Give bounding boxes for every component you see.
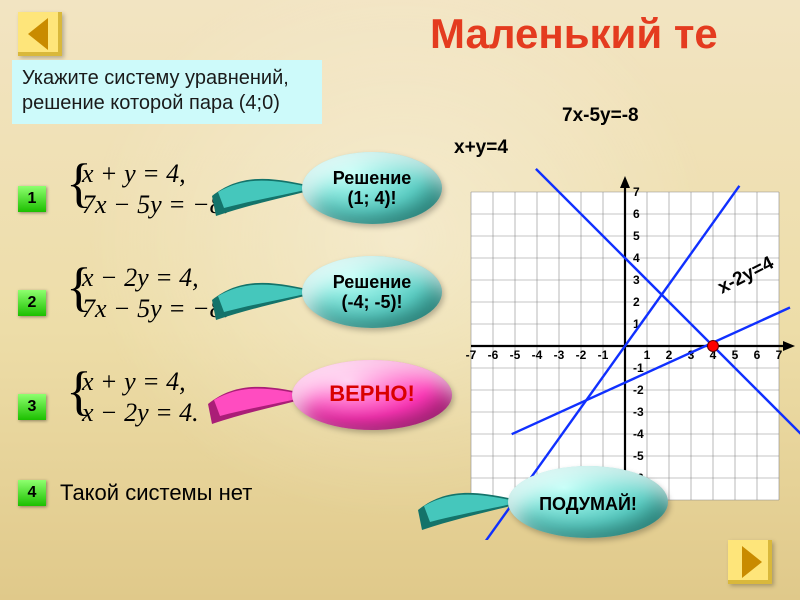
svg-text:2: 2 bbox=[633, 295, 640, 309]
answer-button-2[interactable]: 2 bbox=[18, 290, 46, 316]
svg-text:3: 3 bbox=[633, 273, 640, 287]
eq: x + y = 4, bbox=[82, 158, 229, 189]
svg-text:-7: -7 bbox=[466, 348, 477, 362]
bubble-text: ПОДУМАЙ! bbox=[539, 494, 637, 514]
feedback-bubble-1: Решение (1; 4)! bbox=[212, 152, 442, 232]
answer-button-1[interactable]: 1 bbox=[18, 186, 46, 212]
answer-btn-label: 1 bbox=[28, 190, 37, 207]
svg-text:-3: -3 bbox=[554, 348, 565, 362]
svg-text:-5: -5 bbox=[510, 348, 521, 362]
bubble-text: (1; 4)! bbox=[348, 188, 397, 208]
eq: 7x − 5y = −8. bbox=[82, 293, 229, 324]
answer-button-3[interactable]: 3 bbox=[18, 394, 46, 420]
answer-btn-label: 3 bbox=[28, 398, 37, 415]
svg-text:-3: -3 bbox=[633, 405, 644, 419]
feedback-bubble-2: Решение (-4; -5)! bbox=[212, 256, 442, 336]
feedback-bubble-4: ПОДУМАЙ! bbox=[418, 466, 678, 546]
svg-text:7: 7 bbox=[776, 348, 783, 362]
svg-text:-4: -4 bbox=[532, 348, 543, 362]
eq: x − 2y = 4. bbox=[82, 397, 199, 428]
svg-text:-2: -2 bbox=[633, 383, 644, 397]
answer-btn-label: 4 bbox=[28, 484, 37, 501]
svg-text:6: 6 bbox=[754, 348, 761, 362]
bubble-text: ВЕРНО! bbox=[329, 381, 415, 406]
eq-system-1: { x + y = 4, 7x − 5y = −8. bbox=[82, 158, 229, 220]
question-text: Укажите систему уравнений, решение котор… bbox=[22, 67, 289, 114]
bubble-text: (-4; -5)! bbox=[342, 292, 403, 312]
svg-text:1: 1 bbox=[644, 348, 651, 362]
answer-4-text: Такой системы нет bbox=[60, 480, 252, 506]
svg-text:-4: -4 bbox=[633, 427, 644, 441]
question-box: Укажите систему уравнений, решение котор… bbox=[12, 60, 322, 124]
eq-system-3: { x + y = 4, x − 2y = 4. bbox=[82, 366, 199, 428]
svg-text:5: 5 bbox=[633, 229, 640, 243]
svg-text:-2: -2 bbox=[576, 348, 587, 362]
nav-back-button[interactable] bbox=[18, 12, 62, 56]
svg-text:4: 4 bbox=[633, 251, 640, 265]
svg-text:6: 6 bbox=[633, 207, 640, 221]
svg-text:-1: -1 bbox=[633, 361, 644, 375]
nav-next-button[interactable] bbox=[728, 540, 772, 584]
answer-button-4[interactable]: 4 bbox=[18, 480, 46, 506]
answer-btn-label: 2 bbox=[28, 294, 37, 311]
eq: 7x − 5y = −8. bbox=[82, 189, 229, 220]
bubble-text: Решение bbox=[333, 168, 412, 188]
eq-system-2: { x − 2y = 4, 7x − 5y = −8. bbox=[82, 262, 229, 324]
bubble-text: Решение bbox=[333, 272, 412, 292]
page-title: Маленький те bbox=[430, 10, 800, 58]
eq: x + y = 4, bbox=[82, 366, 199, 397]
svg-text:5: 5 bbox=[732, 348, 739, 362]
line-label: 7x-5y=-8 bbox=[562, 106, 639, 125]
svg-text:7: 7 bbox=[633, 185, 640, 199]
feedback-bubble-3: ВЕРНО! bbox=[208, 360, 458, 440]
svg-text:-1: -1 bbox=[598, 348, 609, 362]
line-label: x+y=4 bbox=[454, 138, 508, 157]
svg-text:2: 2 bbox=[666, 348, 673, 362]
eq: x − 2y = 4, bbox=[82, 262, 229, 293]
svg-text:-6: -6 bbox=[488, 348, 499, 362]
svg-text:-5: -5 bbox=[633, 449, 644, 463]
